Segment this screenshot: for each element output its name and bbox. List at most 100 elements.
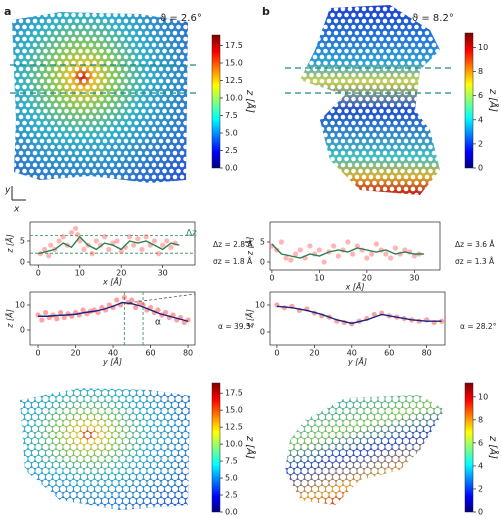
data-point: [168, 244, 174, 250]
colorbar-label: z [Å]: [244, 89, 257, 113]
annotation: Δz = 3.6 Å: [455, 240, 495, 249]
colorbar-tick-label: 2.5: [225, 146, 238, 155]
y-tick-label: 0: [260, 258, 265, 267]
y-axis-label: z [Å]: [244, 309, 255, 328]
data-point: [155, 251, 162, 257]
data-point: [61, 314, 67, 321]
x-axis-label: y [Å]: [347, 356, 367, 367]
x-tick-label: 60: [145, 349, 155, 358]
data-point: [278, 239, 284, 245]
data-point: [46, 253, 52, 259]
x-tick-label: 40: [108, 349, 118, 358]
data-point: [80, 307, 86, 313]
data-point: [283, 255, 289, 261]
y-tick-label: 5: [20, 236, 25, 245]
x-tick-label: 80: [422, 349, 432, 358]
data-line: [38, 235, 180, 255]
data-point: [129, 297, 135, 303]
y-tick-label: 0: [20, 326, 25, 335]
colorbar-tick-label: 7.5: [225, 111, 238, 120]
colorbar-tick-label: 5.0: [225, 129, 238, 138]
data-point: [118, 248, 124, 255]
data-point: [39, 317, 45, 323]
colorbar-tick-label: 10: [478, 43, 488, 52]
axes-key: [11, 186, 26, 201]
data-point: [160, 242, 166, 248]
colorbar-tick-label: 2: [478, 484, 483, 493]
data-point: [56, 238, 62, 244]
colorbar: [464, 382, 474, 513]
lattice-b-top: [300, 5, 440, 195]
colorbar-tick-label: 2: [478, 139, 483, 148]
x-axis-label: y [Å]: [102, 356, 122, 367]
data-point: [364, 255, 370, 261]
colorbar-tick-label: 0: [478, 164, 483, 173]
colorbar: [211, 34, 221, 169]
colorbar-tick-label: 10: [478, 392, 488, 401]
y-axis-label: z [Å]: [4, 234, 15, 253]
colorbar-tick-label: 12.5: [225, 76, 243, 85]
colorbar-tick-label: 15.0: [225, 59, 243, 68]
data-point: [93, 238, 99, 244]
data-point: [345, 239, 351, 245]
colorbar-tick-label: 17.5: [225, 41, 243, 50]
data-point: [388, 255, 394, 261]
data-point: [185, 317, 191, 323]
data-point: [68, 229, 75, 236]
data-point: [48, 242, 54, 248]
data-line: [271, 243, 424, 259]
colorbar: [211, 382, 221, 513]
lattice-b-bottom: [285, 395, 445, 505]
data-point: [392, 245, 398, 251]
data-point: [77, 238, 83, 244]
data-point: [383, 251, 389, 257]
data-point: [114, 297, 120, 303]
x-tick-label: 30: [158, 269, 168, 278]
y-tick-label: 10: [255, 300, 265, 309]
lattice-a-bottom: [20, 388, 190, 510]
colorbar-tick-label: 2.5: [225, 491, 238, 500]
x-axis-label: x [Å]: [345, 281, 365, 292]
x-tick-label: 40: [347, 349, 357, 358]
data-point: [102, 234, 108, 240]
data-point: [42, 309, 49, 316]
data-point: [60, 234, 66, 240]
data-point: [335, 253, 341, 259]
data-point: [371, 311, 377, 318]
colorbar-tick-label: 12.5: [225, 423, 243, 432]
y-axis-label: z [Å]: [4, 309, 15, 328]
annotation: α = 28.2°: [460, 322, 497, 331]
x-tick-label: 20: [362, 274, 372, 283]
data-point: [75, 232, 81, 238]
data-point: [354, 243, 360, 249]
colorbar-tick-label: 0: [478, 508, 483, 517]
data-point: [89, 251, 95, 257]
cut-lines: [10, 64, 455, 94]
data-point: [126, 234, 133, 240]
colorbar-tick-label: 8: [478, 415, 483, 424]
x-tick-label: 10: [314, 274, 324, 283]
panel-label: a: [4, 5, 11, 18]
data-point: [373, 241, 379, 247]
x-tick-label: 0: [36, 269, 41, 278]
x-tick-label: 20: [116, 269, 126, 278]
data-point: [73, 225, 79, 231]
data-point: [297, 247, 303, 253]
x-tick-label: 20: [70, 349, 80, 358]
plot-frame: [269, 221, 441, 271]
colorbar-label: z [Å]: [487, 88, 500, 112]
data-point: [321, 259, 327, 265]
data-point: [41, 246, 48, 253]
data-line: [276, 305, 442, 325]
colorbar-tick-label: 8: [478, 67, 483, 76]
data-point: [81, 246, 87, 253]
slope-line: [124, 293, 196, 304]
data-point: [307, 243, 313, 249]
colorbar: [464, 32, 474, 169]
x-tick-label: 0: [274, 349, 279, 358]
colorbar-tick-label: 0.0: [225, 508, 238, 517]
data-point: [139, 246, 145, 253]
data-point: [106, 246, 112, 253]
data-point: [331, 243, 337, 249]
x-tick-label: 30: [409, 274, 419, 283]
